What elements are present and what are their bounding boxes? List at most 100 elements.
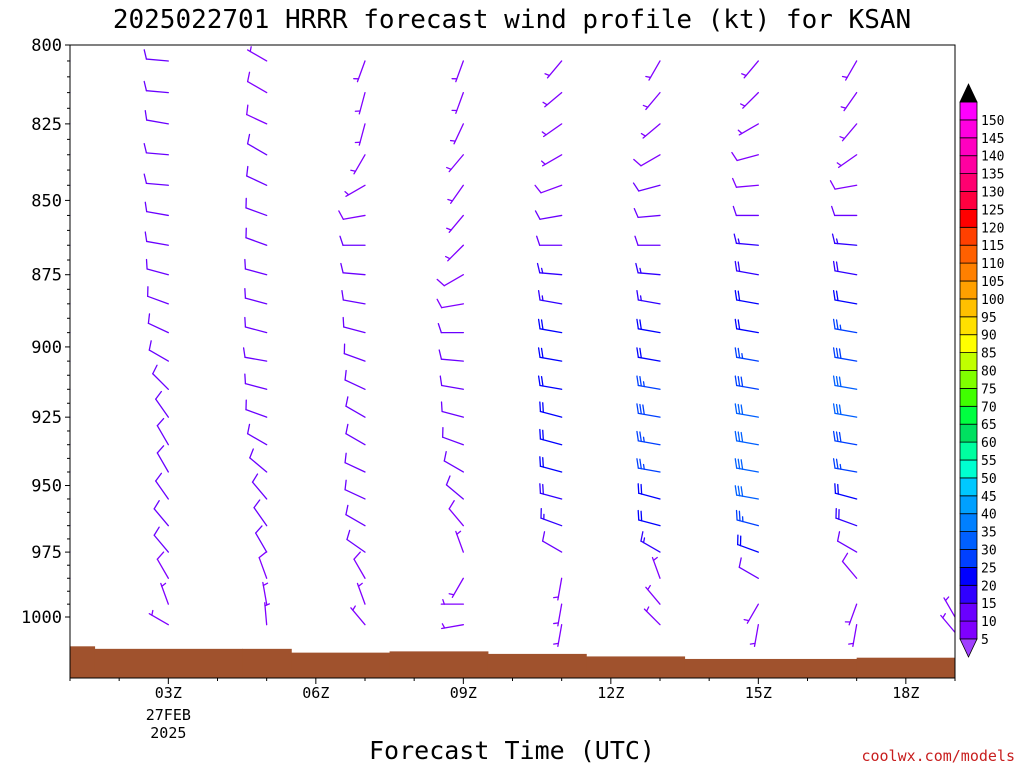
wind-barb — [553, 603, 563, 627]
pressure-axis: 800 825 850 875 900 925 950 975 1000 — [21, 36, 70, 628]
wind-barb — [442, 427, 464, 446]
wind-barb — [446, 214, 464, 233]
colorbar-cell — [959, 405, 978, 425]
wind-barb — [542, 91, 563, 108]
wind-barb — [832, 347, 858, 362]
wind-barb — [633, 208, 661, 219]
wind-barb — [244, 258, 268, 276]
colorbar-cell — [959, 137, 978, 157]
wind-barb — [155, 472, 169, 500]
wind-barb — [438, 349, 464, 362]
wind-barb — [262, 581, 269, 605]
wind-barb — [734, 403, 759, 418]
colorbar-cell — [959, 441, 978, 461]
wind-barb — [245, 197, 268, 217]
wind-barb — [153, 500, 169, 527]
x-axis-label: Forecast Time (UTC) — [369, 736, 655, 765]
wind-barb — [144, 231, 169, 246]
colorbar-label: 5 — [981, 633, 989, 648]
colorbar-cell — [959, 173, 978, 192]
terrain-segment — [70, 646, 96, 678]
terrain-segment — [242, 648, 292, 678]
wind-barb — [147, 313, 169, 334]
colorbar-cell — [959, 477, 978, 497]
colorbar-min-arrow — [959, 638, 978, 658]
colorbar-label: 125 — [981, 203, 1004, 218]
wind-barb — [455, 530, 464, 553]
colorbar-cell — [959, 513, 978, 533]
colorbar-cell — [959, 602, 978, 622]
wind-barb — [541, 154, 563, 167]
wind-barb — [636, 458, 661, 473]
wind-barb — [732, 205, 759, 217]
wind-barb — [734, 458, 759, 473]
colorbar-label: 75 — [981, 382, 997, 397]
colorbar-cell — [959, 495, 978, 515]
wind-barb — [356, 582, 366, 605]
wind-barb — [143, 49, 169, 62]
colorbar-label: 95 — [981, 311, 997, 326]
wind-barb — [832, 375, 858, 390]
wind-barb — [344, 452, 366, 473]
wind-barb — [741, 60, 759, 79]
wind-barb — [645, 584, 661, 605]
wind-barb — [832, 430, 858, 446]
wind-barb — [539, 456, 563, 473]
colorbar-label: 55 — [981, 454, 997, 469]
colorbar-label: 115 — [981, 239, 1004, 254]
x-date-label-day: 27FEB — [146, 706, 191, 724]
colorbar-cell — [959, 459, 978, 479]
colorbar-label: 20 — [981, 579, 997, 594]
colorbar-cell — [959, 226, 978, 246]
wind-barb — [345, 504, 366, 527]
wind-barb — [640, 123, 661, 139]
wind-barb — [737, 534, 759, 553]
colorbar-max-arrow — [959, 83, 978, 103]
wind-barb — [734, 375, 759, 390]
wind-barb — [144, 201, 169, 217]
wind-barb — [249, 448, 268, 473]
y-tick-label: 925 — [31, 408, 62, 428]
wind-barb — [440, 401, 464, 418]
wind-barb — [143, 173, 169, 186]
wind-barb — [445, 475, 464, 500]
wind-barb — [148, 609, 169, 626]
wind-barb — [436, 298, 464, 309]
wind-barb — [350, 605, 366, 626]
terrain-segment — [586, 656, 686, 678]
wind-barb — [350, 154, 366, 175]
wind-barb — [70, 184, 71, 186]
wind-barb — [940, 613, 955, 633]
wind-barb — [537, 375, 563, 390]
wind-barb — [448, 577, 464, 598]
wind-barb — [841, 60, 858, 81]
colorbar-cell — [959, 316, 978, 336]
wind-barb — [145, 258, 169, 276]
wind-barb — [832, 318, 858, 334]
wind-barb — [731, 177, 759, 188]
wind-barb — [244, 288, 268, 305]
wind-barb — [251, 473, 268, 500]
wind-barb — [447, 184, 464, 204]
plot-frame — [69, 44, 956, 679]
wind-barb — [441, 623, 464, 630]
colorbar-label: 110 — [981, 257, 1004, 272]
wind-barb — [734, 347, 759, 362]
colorbar-label: 140 — [981, 150, 1004, 165]
wind-barb — [155, 390, 169, 418]
wind-barb — [553, 577, 563, 601]
wind-barb — [836, 154, 858, 169]
wind-barb — [539, 483, 563, 500]
wind-barb — [829, 180, 858, 190]
wind-barb — [943, 596, 955, 618]
wind-barb — [156, 417, 169, 446]
wind-barb — [537, 289, 563, 305]
wind-barb — [734, 260, 759, 276]
wind-barb — [353, 551, 366, 579]
wind-barb — [451, 60, 464, 83]
x-tick-label: 12Z — [597, 684, 624, 702]
colorbar-label: 135 — [981, 168, 1004, 183]
x-tick-label: 18Z — [892, 684, 919, 702]
wind-barb — [70, 331, 71, 334]
colorbar-label: 150 — [981, 114, 1004, 129]
